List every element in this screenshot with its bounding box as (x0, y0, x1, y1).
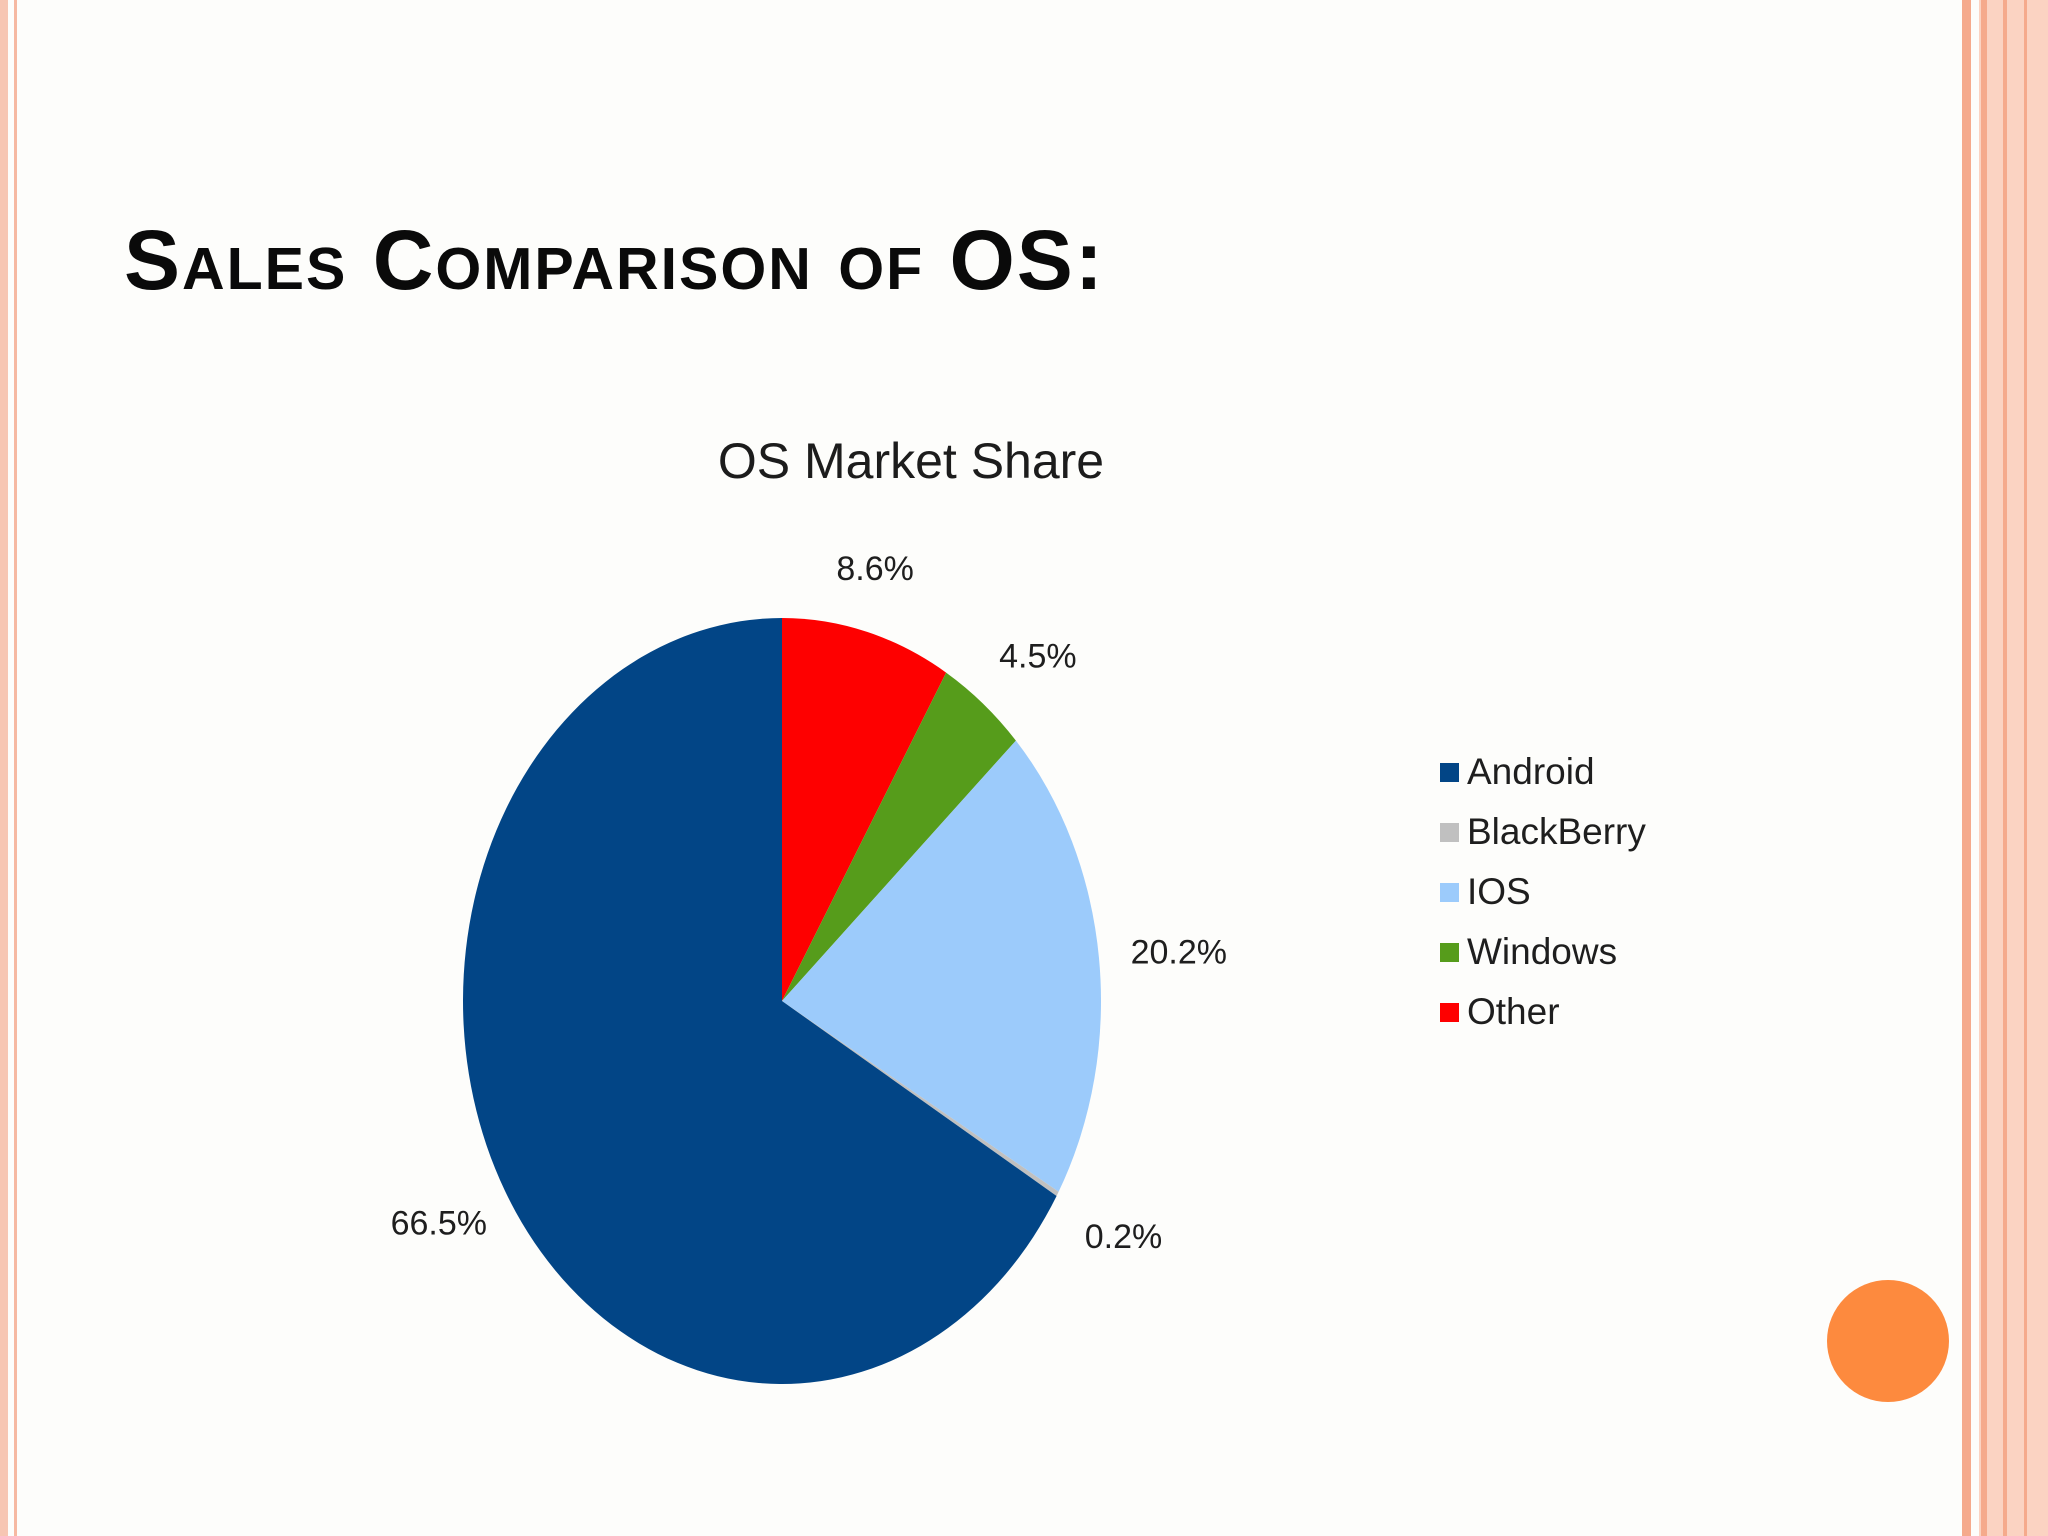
slide-frame-left-line (14, 0, 17, 1536)
legend-label: Other (1467, 991, 1560, 1032)
chart-title: OS Market Share (717, 433, 1105, 489)
legend-label: Windows (1467, 931, 1618, 972)
slice-label-windows: 4.5% (999, 637, 1077, 675)
next-slide-button[interactable] (1827, 1280, 1949, 1402)
pie-slice-windows (782, 672, 1016, 1001)
slice-label-android: 66.5% (391, 1205, 487, 1243)
pie-slice-other (782, 618, 947, 1001)
pie-labels: 8.6% 4.5% 20.2% 0.2% 66.5% (391, 550, 1227, 1256)
legend-item-ios: IOS (1440, 862, 1646, 922)
slide-frame-right-stripe (2003, 0, 2007, 1536)
legend-swatch (1440, 762, 1459, 782)
legend-label: IOS (1467, 871, 1531, 912)
slice-label-ios: 20.2% (1131, 933, 1227, 971)
slide-title: Sales Comparison of OS: (124, 213, 1105, 307)
legend-item-other: Other (1440, 982, 1646, 1042)
slide-frame-right-gap (1971, 0, 1979, 1536)
legend-swatch (1440, 822, 1459, 842)
pie-slices (463, 618, 1102, 1385)
slice-label-other: 8.6% (836, 550, 914, 588)
legend-swatch (1440, 942, 1459, 962)
pie-slice-blackberry (782, 1001, 1059, 1196)
legend-swatch (1440, 882, 1459, 902)
legend-swatch (1440, 1002, 1459, 1022)
legend-label: Android (1467, 751, 1595, 792)
slide-frame-right-stripe (1962, 0, 1971, 1536)
slide-frame-left (0, 0, 8, 1536)
legend-item-windows: Windows (1440, 922, 1646, 982)
pie-slice-android (463, 618, 1057, 1385)
pie-slice-ios (782, 740, 1102, 1192)
legend-label: BlackBerry (1467, 811, 1646, 852)
legend-item-blackberry: BlackBerry (1440, 802, 1646, 862)
slice-label-blackberry: 0.2% (1085, 1218, 1163, 1256)
slide-frame-right-stripe (1981, 0, 1987, 1536)
slide-frame-right-stripe (2024, 0, 2027, 1536)
legend-item-android: Android (1440, 742, 1646, 802)
chart-legend: Android BlackBerry IOS Windows Other (1440, 742, 1646, 1042)
